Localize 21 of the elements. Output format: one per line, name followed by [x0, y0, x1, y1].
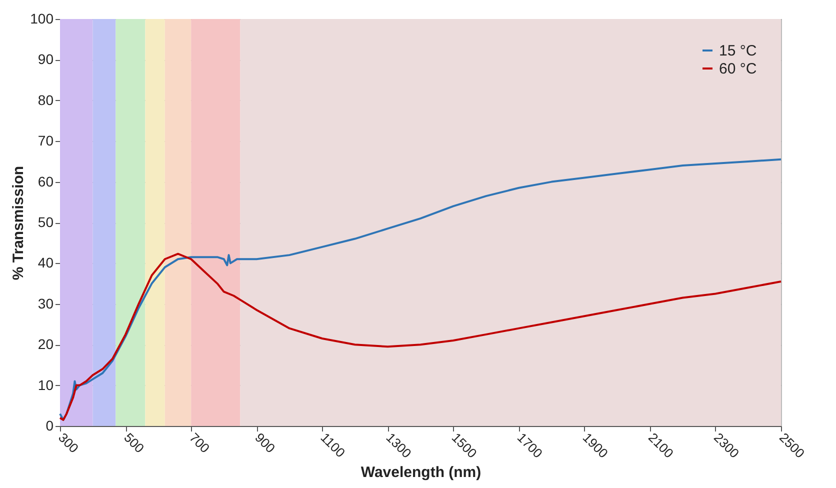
line-series	[59, 158, 782, 421]
y-tick-label: 40	[38, 254, 54, 271]
y-tick-label: 60	[38, 173, 54, 190]
y-tick-label: 20	[38, 336, 54, 352]
x-tick-label: 500	[121, 430, 148, 456]
x-tick-label: 900	[252, 430, 278, 456]
legend-label: 60 °C	[719, 60, 757, 78]
y-tick-label: 0	[46, 418, 54, 434]
y-tick-label: 100	[30, 10, 54, 26]
line-series	[59, 252, 782, 421]
x-tick-label: 700	[186, 430, 213, 456]
x-tick-label: 300	[56, 430, 82, 456]
y-tick-label: 50	[38, 214, 54, 230]
legend-label: 15 °C	[719, 42, 757, 60]
y-tick-label: 70	[38, 132, 54, 149]
y-axis-title: % Transmission	[10, 166, 28, 280]
y-tick-label: 10	[38, 376, 54, 393]
y-tick-label: 90	[38, 51, 54, 68]
x-axis-title: Wavelength (nm)	[360, 464, 482, 481]
y-tick-label: 80	[38, 92, 54, 108]
y-tick-label: 30	[38, 295, 54, 312]
